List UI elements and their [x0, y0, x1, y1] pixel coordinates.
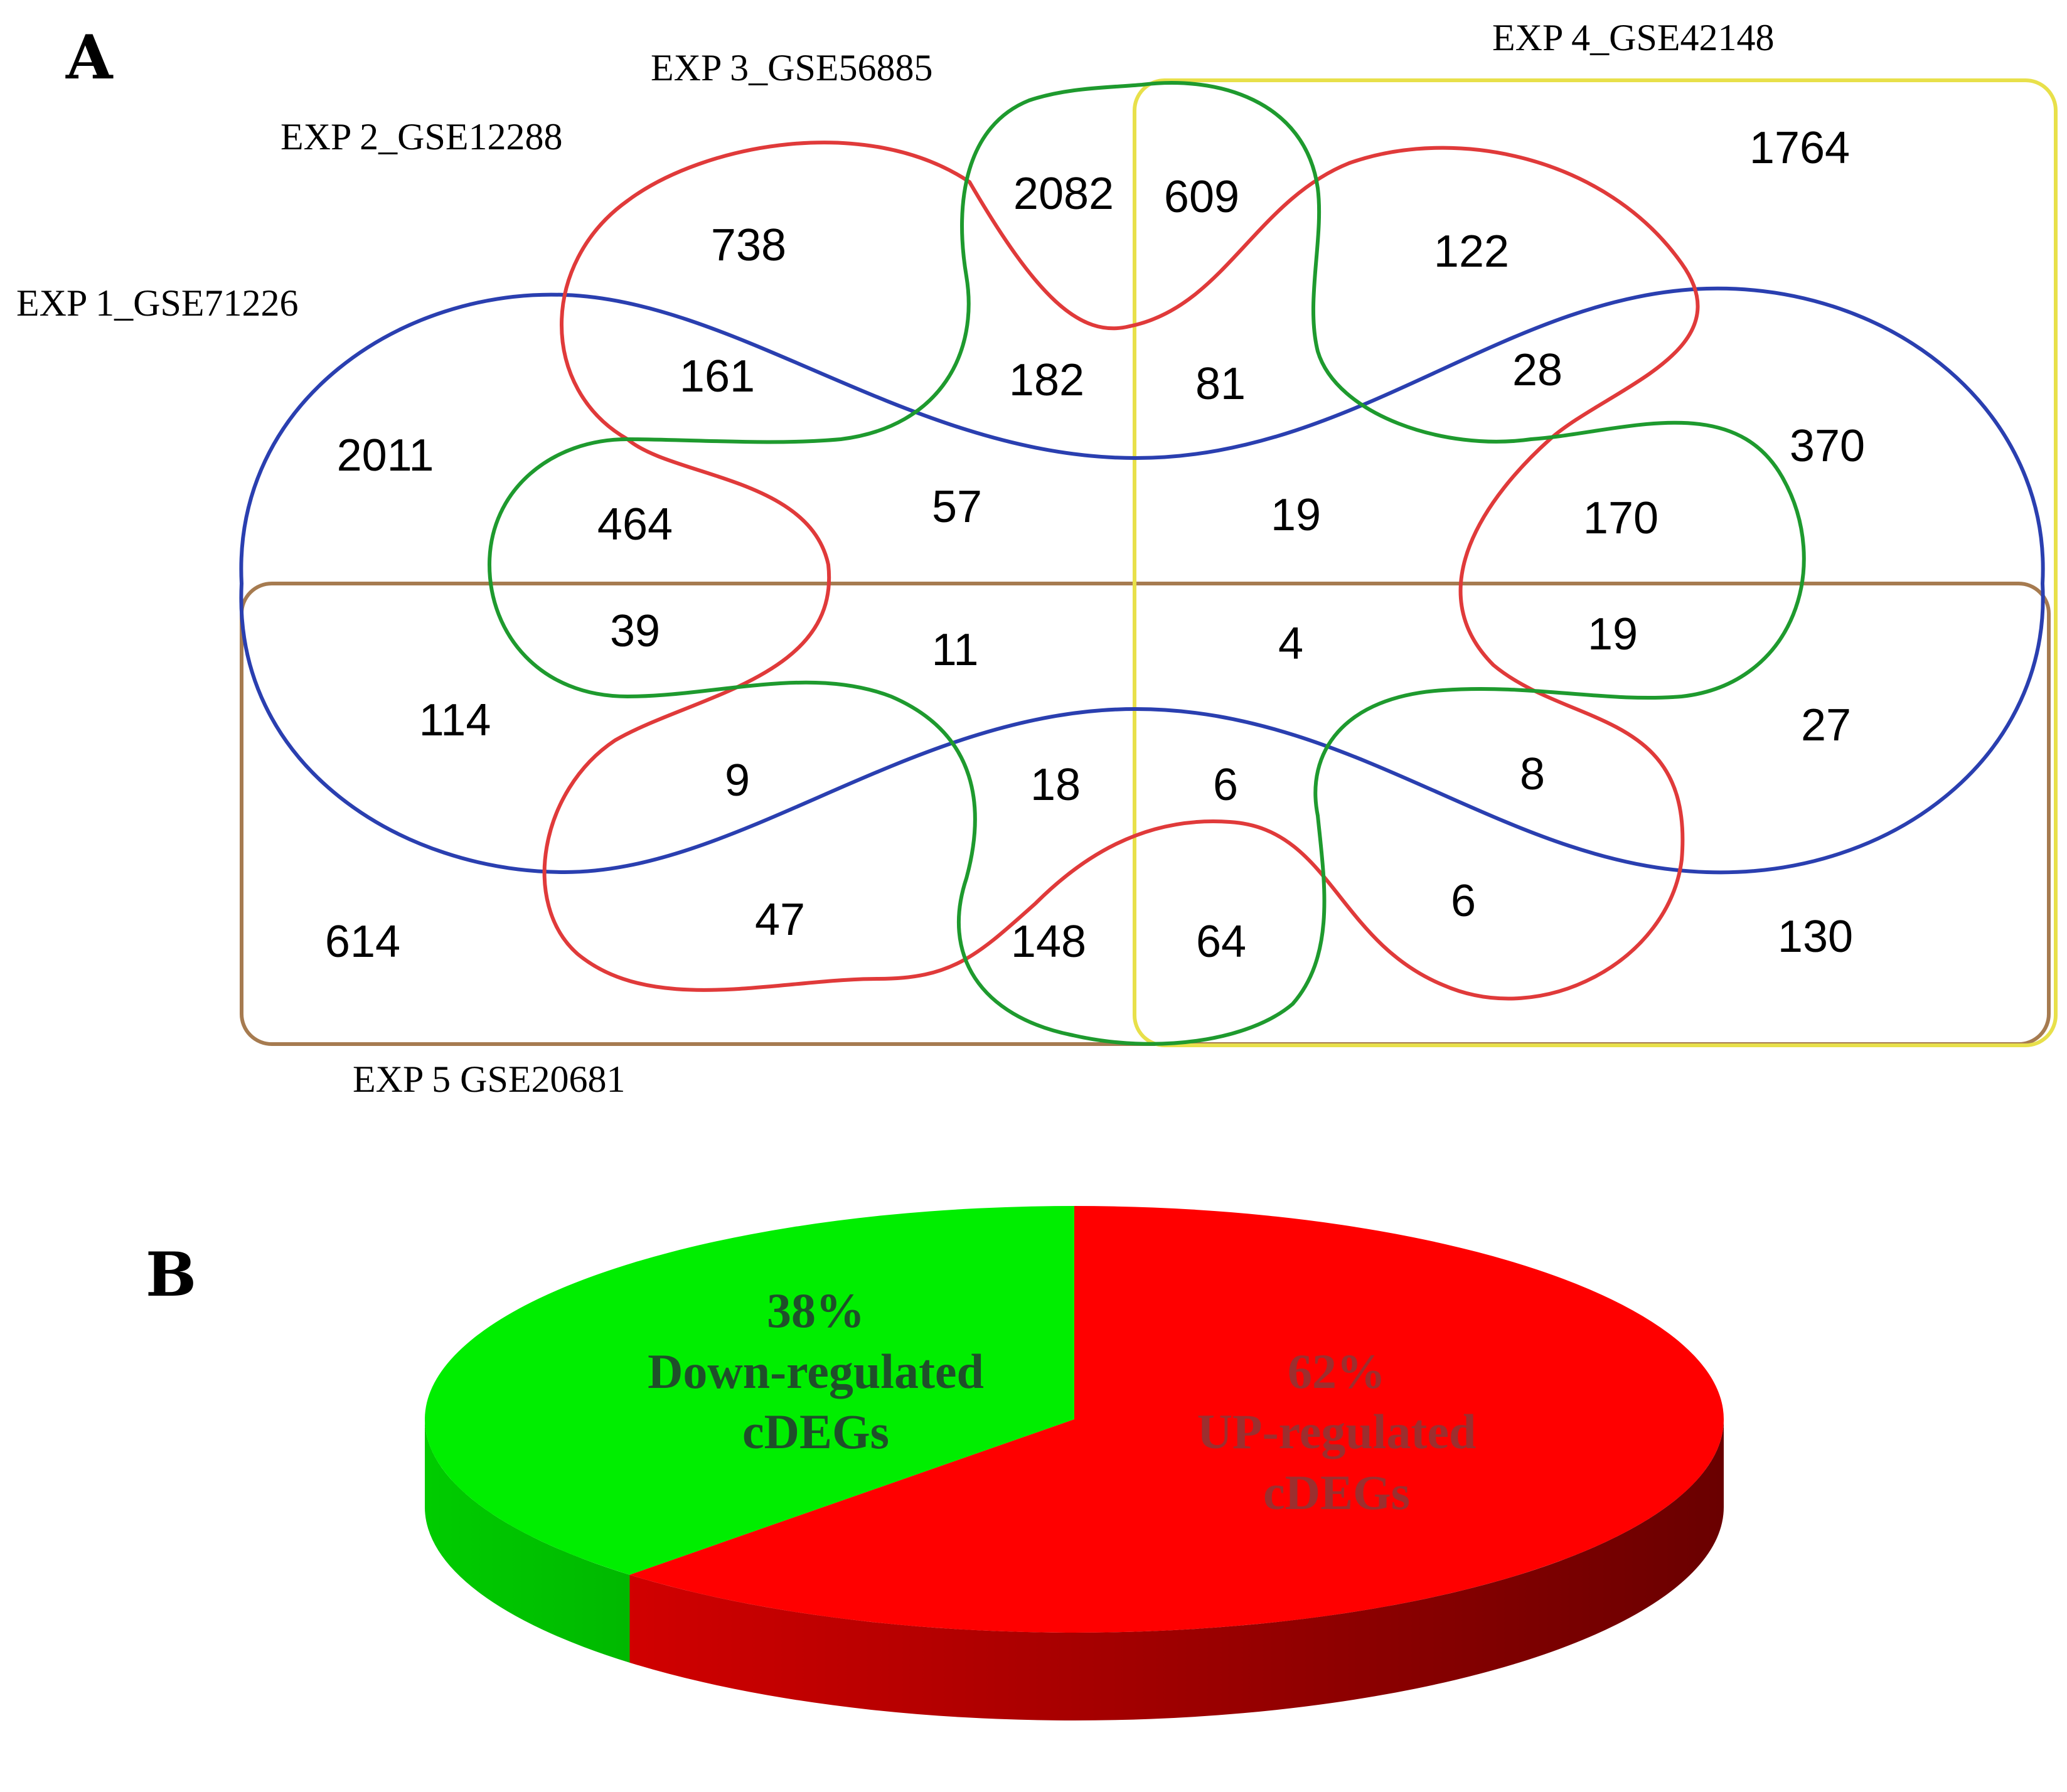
percent-down: 38%	[767, 1283, 865, 1338]
venn-count: 2082	[1013, 169, 1114, 219]
set-2-outline	[542, 141, 1700, 1001]
set-3-outline	[487, 81, 1806, 1046]
set-5-outline	[240, 582, 2051, 1046]
pie-side-down-regulated	[425, 1419, 630, 1663]
venn-count: 28	[1512, 345, 1562, 395]
venn-count: 2011	[337, 430, 434, 481]
venn-count: 19	[1271, 490, 1321, 540]
venn-count: 9	[725, 755, 750, 806]
set-1-label: EXP 1_GSE71226	[16, 282, 298, 324]
venn-count: 614	[325, 917, 400, 967]
label-down-line2: cDEGs	[742, 1404, 889, 1459]
set-1-outline	[239, 286, 2045, 875]
venn-count: 81	[1195, 359, 1246, 409]
venn-count: 39	[610, 606, 660, 656]
venn-count: 1764	[1749, 123, 1850, 173]
venn-count: 114	[419, 695, 491, 745]
percent-up: 62%	[1288, 1344, 1386, 1399]
set-5-label: EXP 5 GSE20681	[353, 1059, 625, 1100]
label-down-regulated: 38% Down-regulated cDEGs	[648, 1283, 984, 1459]
set-4-outline	[1133, 78, 2058, 1047]
venn-count: 122	[1434, 227, 1509, 277]
label-up-regulated: 62% UP-regulated cDEGs	[1197, 1344, 1477, 1520]
venn-count: 19	[1588, 609, 1638, 659]
venn-count: 130	[1778, 912, 1853, 962]
venn-count: 6	[1451, 876, 1476, 926]
venn-count: 47	[755, 895, 805, 945]
pie-chart: B 38% Down-regulated cDEGs 62% UP-regula…	[146, 1206, 1724, 1720]
venn-count: 18	[1030, 760, 1081, 810]
label-up-line2: cDEGs	[1263, 1465, 1410, 1520]
panel-label-b: B	[146, 1239, 196, 1310]
venn-count: 4	[1278, 619, 1303, 669]
venn-count: 161	[680, 351, 755, 402]
venn-count: 64	[1196, 917, 1246, 967]
venn-count: 464	[597, 499, 673, 550]
venn-count: 8	[1520, 749, 1545, 799]
venn-diagram: A EXP 3_GSE56885 EXP 4_GSE42148 EXP 2_GS…	[16, 17, 2058, 1100]
venn-count: 609	[1164, 172, 1239, 222]
pie-side-up-regulated	[629, 1419, 1724, 1720]
venn-count: 6	[1213, 760, 1238, 810]
set-4-label: EXP 4_GSE42148	[1492, 17, 1774, 58]
set-2-label: EXP 2_GSE12288	[280, 116, 562, 157]
venn-count: 148	[1011, 917, 1086, 967]
venn-count: 170	[1583, 493, 1658, 543]
label-up-line1: UP-regulated	[1197, 1404, 1477, 1459]
venn-count: 370	[1790, 421, 1865, 471]
label-down-line1: Down-regulated	[648, 1344, 984, 1399]
venn-count: 182	[1009, 355, 1084, 405]
panel-label-a: A	[65, 22, 114, 93]
venn-count: 11	[932, 625, 979, 675]
venn-count: 57	[932, 482, 982, 532]
set-3-label: EXP 3_GSE56885	[651, 47, 932, 88]
venn-count: 738	[711, 220, 786, 270]
pie-slice-up-regulated	[629, 1206, 1724, 1633]
venn-count: 27	[1801, 700, 1851, 750]
pie-slice-down-regulated	[425, 1206, 1074, 1575]
